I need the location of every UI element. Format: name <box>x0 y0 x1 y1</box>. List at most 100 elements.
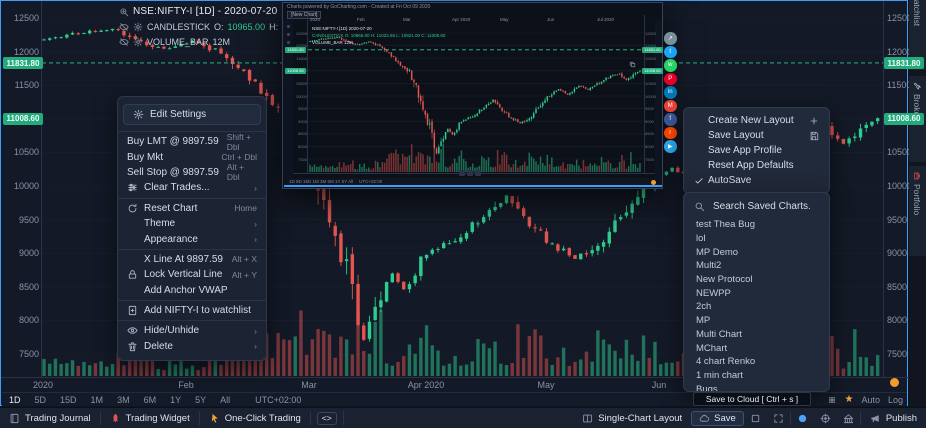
magnifier-plus-icon[interactable] <box>119 7 129 17</box>
screenshot-button[interactable] <box>744 413 767 424</box>
popup-price-tick: 8500 <box>645 131 654 137</box>
timeframe-1d[interactable]: 1D <box>9 394 21 405</box>
side-tab-portfolio[interactable]: Portfolio <box>909 166 926 256</box>
timeframe-1y[interactable]: 1Y <box>170 394 182 405</box>
menu-item-add-anchor-vwap[interactable]: Add Anchor VWAP <box>118 283 266 298</box>
auto-scale-toggle[interactable]: Auto <box>861 394 880 405</box>
assistant-dot[interactable] <box>890 378 899 387</box>
price-tag: 11008.60 <box>884 112 924 125</box>
popup-tab[interactable]: [New Chart] <box>287 11 322 19</box>
saved-chart-item[interactable]: MChart <box>696 342 728 354</box>
menu-item-hide-unhide[interactable]: Hide/Unhide › <box>118 323 266 338</box>
saved-chart-item[interactable]: New Protocol <box>696 274 753 286</box>
gear-icon[interactable] <box>133 22 143 32</box>
trading-widget-button[interactable]: Trading Widget <box>101 408 199 428</box>
menu-item-theme[interactable]: Theme › <box>118 216 266 231</box>
menu-item-add-nifty-i-to-watchlist[interactable]: Add NIFTY-I to watchlist <box>118 303 266 318</box>
copy-icon[interactable] <box>629 55 636 73</box>
publish-button[interactable]: Publish <box>861 413 926 424</box>
time-tick-label: May <box>537 380 555 390</box>
one-click-trading-button[interactable]: One-Click Trading <box>200 408 310 428</box>
share-icon[interactable]: ↗ <box>664 32 677 45</box>
saved-chart-item[interactable]: 2ch <box>696 301 712 313</box>
facebook-icon[interactable]: f <box>664 113 677 126</box>
popup-price-tick: 11500 <box>645 55 656 61</box>
timeframe-3m[interactable]: 3M <box>117 394 130 405</box>
menu-item-clear-trades[interactable]: Clear Trades... › <box>118 180 266 195</box>
menu-item-lock-vertical-line[interactable]: Lock Vertical Line Alt + Y <box>118 267 266 282</box>
linkedin-icon[interactable]: in <box>664 86 677 99</box>
layout-menu-save-app-profile[interactable]: Save App Profile <box>684 143 829 158</box>
star-icon[interactable]: ★ <box>844 394 854 405</box>
saved-chart-item[interactable]: NEWPP <box>696 287 731 299</box>
reddit-icon[interactable]: r <box>664 126 677 139</box>
popup-price-tick: 10000 <box>645 93 657 99</box>
timeframe-6m[interactable]: 6M <box>143 394 157 405</box>
single-chart-layout-button[interactable]: Single-Chart Layout <box>573 413 691 424</box>
timeframe-5d[interactable]: 5D <box>34 394 47 405</box>
timeframe-all[interactable]: All <box>220 394 231 405</box>
whatsapp-icon[interactable]: w <box>664 59 677 72</box>
menu-shortcut: Alt + Y <box>231 269 257 280</box>
pinterest-icon[interactable]: P <box>664 72 677 85</box>
fullscreen-button[interactable] <box>767 413 790 424</box>
twitter-icon[interactable]: t <box>664 45 677 58</box>
menu-shortcut: › <box>254 218 257 229</box>
grid-icon[interactable] <box>828 396 836 404</box>
eye-off-icon[interactable] <box>119 22 129 32</box>
timezone-label[interactable]: UTC+02:00 <box>255 394 302 405</box>
menu-item-appearance[interactable]: Appearance › <box>118 231 266 246</box>
menu-item-reset-chart[interactable]: Reset Chart Home <box>118 201 266 216</box>
save-icon <box>809 131 819 141</box>
chart-preview-popup[interactable]: Charts powered by GoCharting.com - Creat… <box>282 2 664 189</box>
log-scale-toggle[interactable]: Log <box>887 394 903 405</box>
saved-chart-item[interactable]: lol <box>696 233 706 245</box>
side-tab-watchlist[interactable]: Watchlist <box>909 0 926 70</box>
support-button[interactable] <box>791 413 814 424</box>
layout-menu-save-layout[interactable]: Save Layout <box>684 128 829 143</box>
saved-chart-item[interactable]: MP Demo <box>696 246 739 258</box>
save-button[interactable]: Save <box>691 410 744 426</box>
price-tick-label: 10500 <box>13 147 39 158</box>
saved-chart-item[interactable]: MP <box>696 315 711 327</box>
gmail-icon[interactable]: M <box>664 99 677 112</box>
menu-shortcut: Home <box>234 203 257 214</box>
timeframe-1m[interactable]: 1M <box>90 394 104 405</box>
layout-menu-reset-app-defaults[interactable]: Reset App Defaults <box>684 158 829 173</box>
saved-chart-item[interactable]: Multi Chart <box>696 328 742 340</box>
layout-menu-autosave[interactable]: AutoSave <box>684 173 829 188</box>
menu-shortcut: Ctrl + Dbl <box>221 152 257 163</box>
pointer-icon <box>209 413 220 424</box>
menu-item-edit-settings[interactable]: Edit Settings <box>123 104 261 125</box>
telegram-icon[interactable]: ▶ <box>664 140 677 153</box>
saved-chart-item[interactable]: 4 chart Renko <box>696 356 756 368</box>
saved-chart-item[interactable]: Bugs <box>696 383 718 392</box>
market-button[interactable] <box>837 413 860 424</box>
popup-price-tick: 7500 <box>645 156 654 162</box>
volume-series-name: VOLUME_BAR <box>147 36 209 47</box>
saved-chart-item[interactable]: 1 min chart <box>696 369 743 381</box>
price-tick-label: 10000 <box>887 181 913 191</box>
code-widget-button[interactable]: <> <box>316 411 337 425</box>
target-button[interactable] <box>814 413 837 424</box>
single-chart-layout-label: Single-Chart Layout <box>598 412 683 424</box>
saved-chart-item[interactable]: Multi2 <box>696 260 722 272</box>
trading-journal-button[interactable]: Trading Journal <box>0 408 100 428</box>
menu-item-x-line-at-9897-59[interactable]: X Line At 9897.59 Alt + X <box>118 252 266 267</box>
one-click-trading-label: One-Click Trading <box>224 412 301 424</box>
eye-off-icon[interactable] <box>119 37 129 47</box>
timeframe-5y[interactable]: 5Y <box>195 394 207 405</box>
menu-item-buy-mkt[interactable]: Buy Mkt Ctrl + Dbl <box>118 149 266 164</box>
menu-item-sell-stop-9897-59[interactable]: Sell Stop @ 9897.59 Alt + Dbl <box>118 162 266 182</box>
timeframe-15d[interactable]: 15D <box>60 394 77 405</box>
saved-chart-item[interactable]: test Thea Bug <box>696 219 755 231</box>
menu-item-buy-lmt-9897-59[interactable]: Buy LMT @ 9897.59 Shift + Dbl <box>118 132 266 152</box>
menu-item-delete[interactable]: Delete › <box>118 339 266 354</box>
layout-menu-create-new-layout[interactable]: Create New Layout <box>684 113 829 128</box>
time-tick-label: Feb <box>178 380 194 390</box>
price-tick-label: 11500 <box>887 80 912 91</box>
side-tab-label: Watchlist <box>912 0 923 27</box>
saved-charts-search[interactable]: Search Saved Charts. <box>684 193 829 218</box>
menu-item-label: Delete <box>144 340 173 352</box>
gear-icon[interactable] <box>133 37 143 47</box>
